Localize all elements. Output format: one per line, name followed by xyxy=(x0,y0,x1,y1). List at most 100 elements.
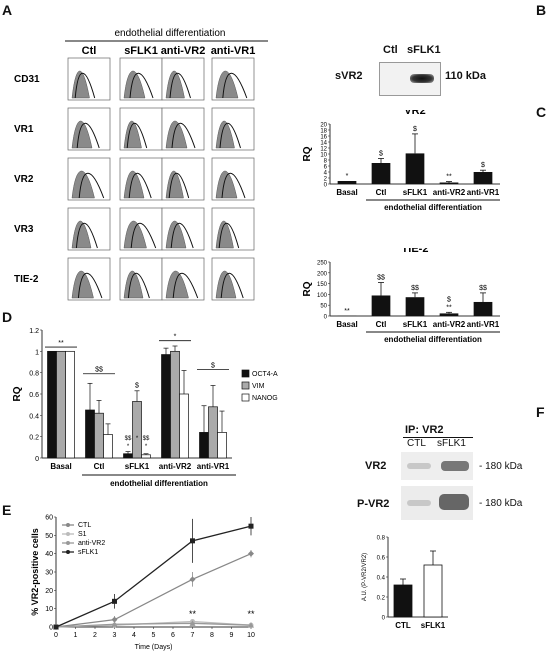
histogram-filled-peak xyxy=(215,70,239,99)
histogram-tie-2-anti-vr2 xyxy=(161,257,205,301)
annotation-sflk1-low: * xyxy=(145,444,148,450)
x-tick-label-sflk1: sFLK1 xyxy=(125,462,150,471)
panel-f-band-pvr2-ctl xyxy=(407,500,431,506)
x-axis-label: Time (Days) xyxy=(135,644,173,651)
annotation-anti-vr1: $ xyxy=(211,362,215,369)
y-tick-label: 12 xyxy=(320,147,327,153)
point-anti-vr2-x3-y1.5 xyxy=(111,621,118,627)
y-tick-label: 0.2 xyxy=(377,596,386,602)
legend-marker-sflk1 xyxy=(66,550,70,554)
annotation-sflk1-low: $$ xyxy=(125,436,132,442)
histogram-open-peak xyxy=(172,272,199,299)
histogram-filled-peak xyxy=(71,120,93,149)
bar-sflk1 xyxy=(405,297,425,316)
y-axis-label: RQ xyxy=(302,281,313,296)
point-sflk1-x3-y14 xyxy=(112,598,117,604)
y-tick-label: 0.6 xyxy=(377,556,386,562)
histogram-vr2-anti-vr1 xyxy=(211,157,255,201)
x-tick-label: 5 xyxy=(152,632,156,639)
bar-anti-vr2 xyxy=(439,182,459,184)
histogram-cd31-anti-vr1 xyxy=(211,57,255,101)
histogram-open-peak xyxy=(75,222,98,249)
x-tick-label: 8 xyxy=(210,632,214,639)
histogram-filled-peak xyxy=(165,220,187,249)
x-tick-label: 3 xyxy=(113,632,117,639)
panel-b-band xyxy=(410,74,434,83)
panel-b-size-label: 110 kDa xyxy=(445,70,486,82)
annotation-basal: * xyxy=(346,173,349,180)
panel-a-row-vr2: VR2 xyxy=(14,174,34,185)
series-line-ctl xyxy=(55,553,252,628)
bar-anti-vr2-oct4-a xyxy=(161,354,171,459)
series-line-sflk1 xyxy=(55,525,252,628)
y-tick-label: 250 xyxy=(317,261,328,267)
y-tick-label: 60 xyxy=(45,515,53,522)
legend-label-vim: VIM xyxy=(252,383,265,390)
y-tick-label: 10 xyxy=(320,153,327,159)
legend-swatch-vim xyxy=(241,381,250,390)
histogram-vr3-sflk1 xyxy=(119,207,163,251)
legend-marker-anti-vr2 xyxy=(66,541,70,545)
x-tick-label: 9 xyxy=(230,632,234,639)
histogram-filled-peak xyxy=(123,70,146,99)
point-anti-vr2-x10-y1 xyxy=(248,622,254,628)
histogram-open-peak xyxy=(77,272,103,299)
x-tick-label-ctl: CTL xyxy=(395,621,411,630)
y-tick-label: 200 xyxy=(317,271,328,277)
histogram-filled-peak xyxy=(123,170,145,199)
x-tick-label: 10 xyxy=(247,632,255,639)
x-tick-label-sflk1: sFLK1 xyxy=(403,188,428,197)
histogram-cd31-anti-vr2 xyxy=(161,57,205,101)
histogram-filled-peak xyxy=(215,270,237,299)
y-axis-label: RQ xyxy=(302,146,313,161)
histogram-open-peak xyxy=(170,222,194,249)
y-tick-label: 0 xyxy=(35,456,39,463)
panel-b: Ctl sFLK1 sVR2 110 kDa xyxy=(335,40,495,100)
panel-a-flow-grid: endothelial differentiation Ctl sFLK1 anti… xyxy=(14,28,268,301)
y-tick-label: 100 xyxy=(317,293,328,299)
series-line-anti-vr2 xyxy=(55,622,252,628)
bar-anti-vr1 xyxy=(473,172,493,184)
y-axis-label: A.U. (P-VR2/VR2) xyxy=(362,553,368,601)
x-tick-label-anti-vr1: anti-VR1 xyxy=(467,320,500,329)
y-axis-label: RQ xyxy=(12,386,23,401)
annotation-day-7: ** xyxy=(189,609,197,619)
legend-swatch-oct4-a xyxy=(241,369,250,378)
x-tick-label-ctl: Ctl xyxy=(376,188,387,197)
panel-f-lane-ctl: CTL xyxy=(407,438,426,449)
y-tick-label: 0.8 xyxy=(377,536,386,542)
x-tick-label-basal: Basal xyxy=(336,320,357,329)
y-tick-label: 20 xyxy=(320,123,327,129)
panel-a-row-vr1: VR1 xyxy=(14,124,34,135)
histogram-open-peak xyxy=(126,122,148,149)
x-tick-label-anti-vr1: anti-VR1 xyxy=(197,462,230,471)
panel-a-header: endothelial differentiation xyxy=(114,28,225,39)
panel-c-tie2-chart: TIE-2 RQ 0 50 100 150 200 250 Basal ** Ctl $$ sFLK1 $… xyxy=(302,248,500,344)
bar-sflk1-oct4-a xyxy=(123,453,133,459)
y-tick-label: 10 xyxy=(45,606,53,613)
histogram-open-peak xyxy=(221,172,246,199)
y-tick-label: 0.6 xyxy=(29,392,39,399)
annotation-anti-vr2: * xyxy=(174,334,177,341)
histogram-cd31-sflk1 xyxy=(119,57,163,101)
panel-letter-f: F xyxy=(536,404,545,420)
y-tick-label: 6 xyxy=(324,165,328,171)
y-tick-label: 2 xyxy=(324,177,328,183)
histogram-filled-peak xyxy=(71,170,95,199)
y-tick-label: 1.2 xyxy=(29,328,39,335)
histogram-filled-peak xyxy=(165,270,189,299)
annotation-ctl: $ xyxy=(379,151,383,158)
histogram-vr3-anti-vr1 xyxy=(211,207,255,251)
panel-b-blot xyxy=(379,62,441,96)
bar-anti-vr1 xyxy=(473,301,493,316)
x-tick-label: 2 xyxy=(93,632,97,639)
y-tick-label: 14 xyxy=(320,141,327,147)
y-tick-label: 30 xyxy=(45,570,53,577)
histogram-open-peak xyxy=(168,172,190,199)
y-tick-label: 0 xyxy=(382,616,386,622)
histogram-open-peak xyxy=(171,122,196,149)
panel-f-blot-vr2-label: VR2 xyxy=(365,460,387,472)
panel-f-ip-rule xyxy=(403,437,473,438)
histogram-open-peak xyxy=(78,172,105,199)
